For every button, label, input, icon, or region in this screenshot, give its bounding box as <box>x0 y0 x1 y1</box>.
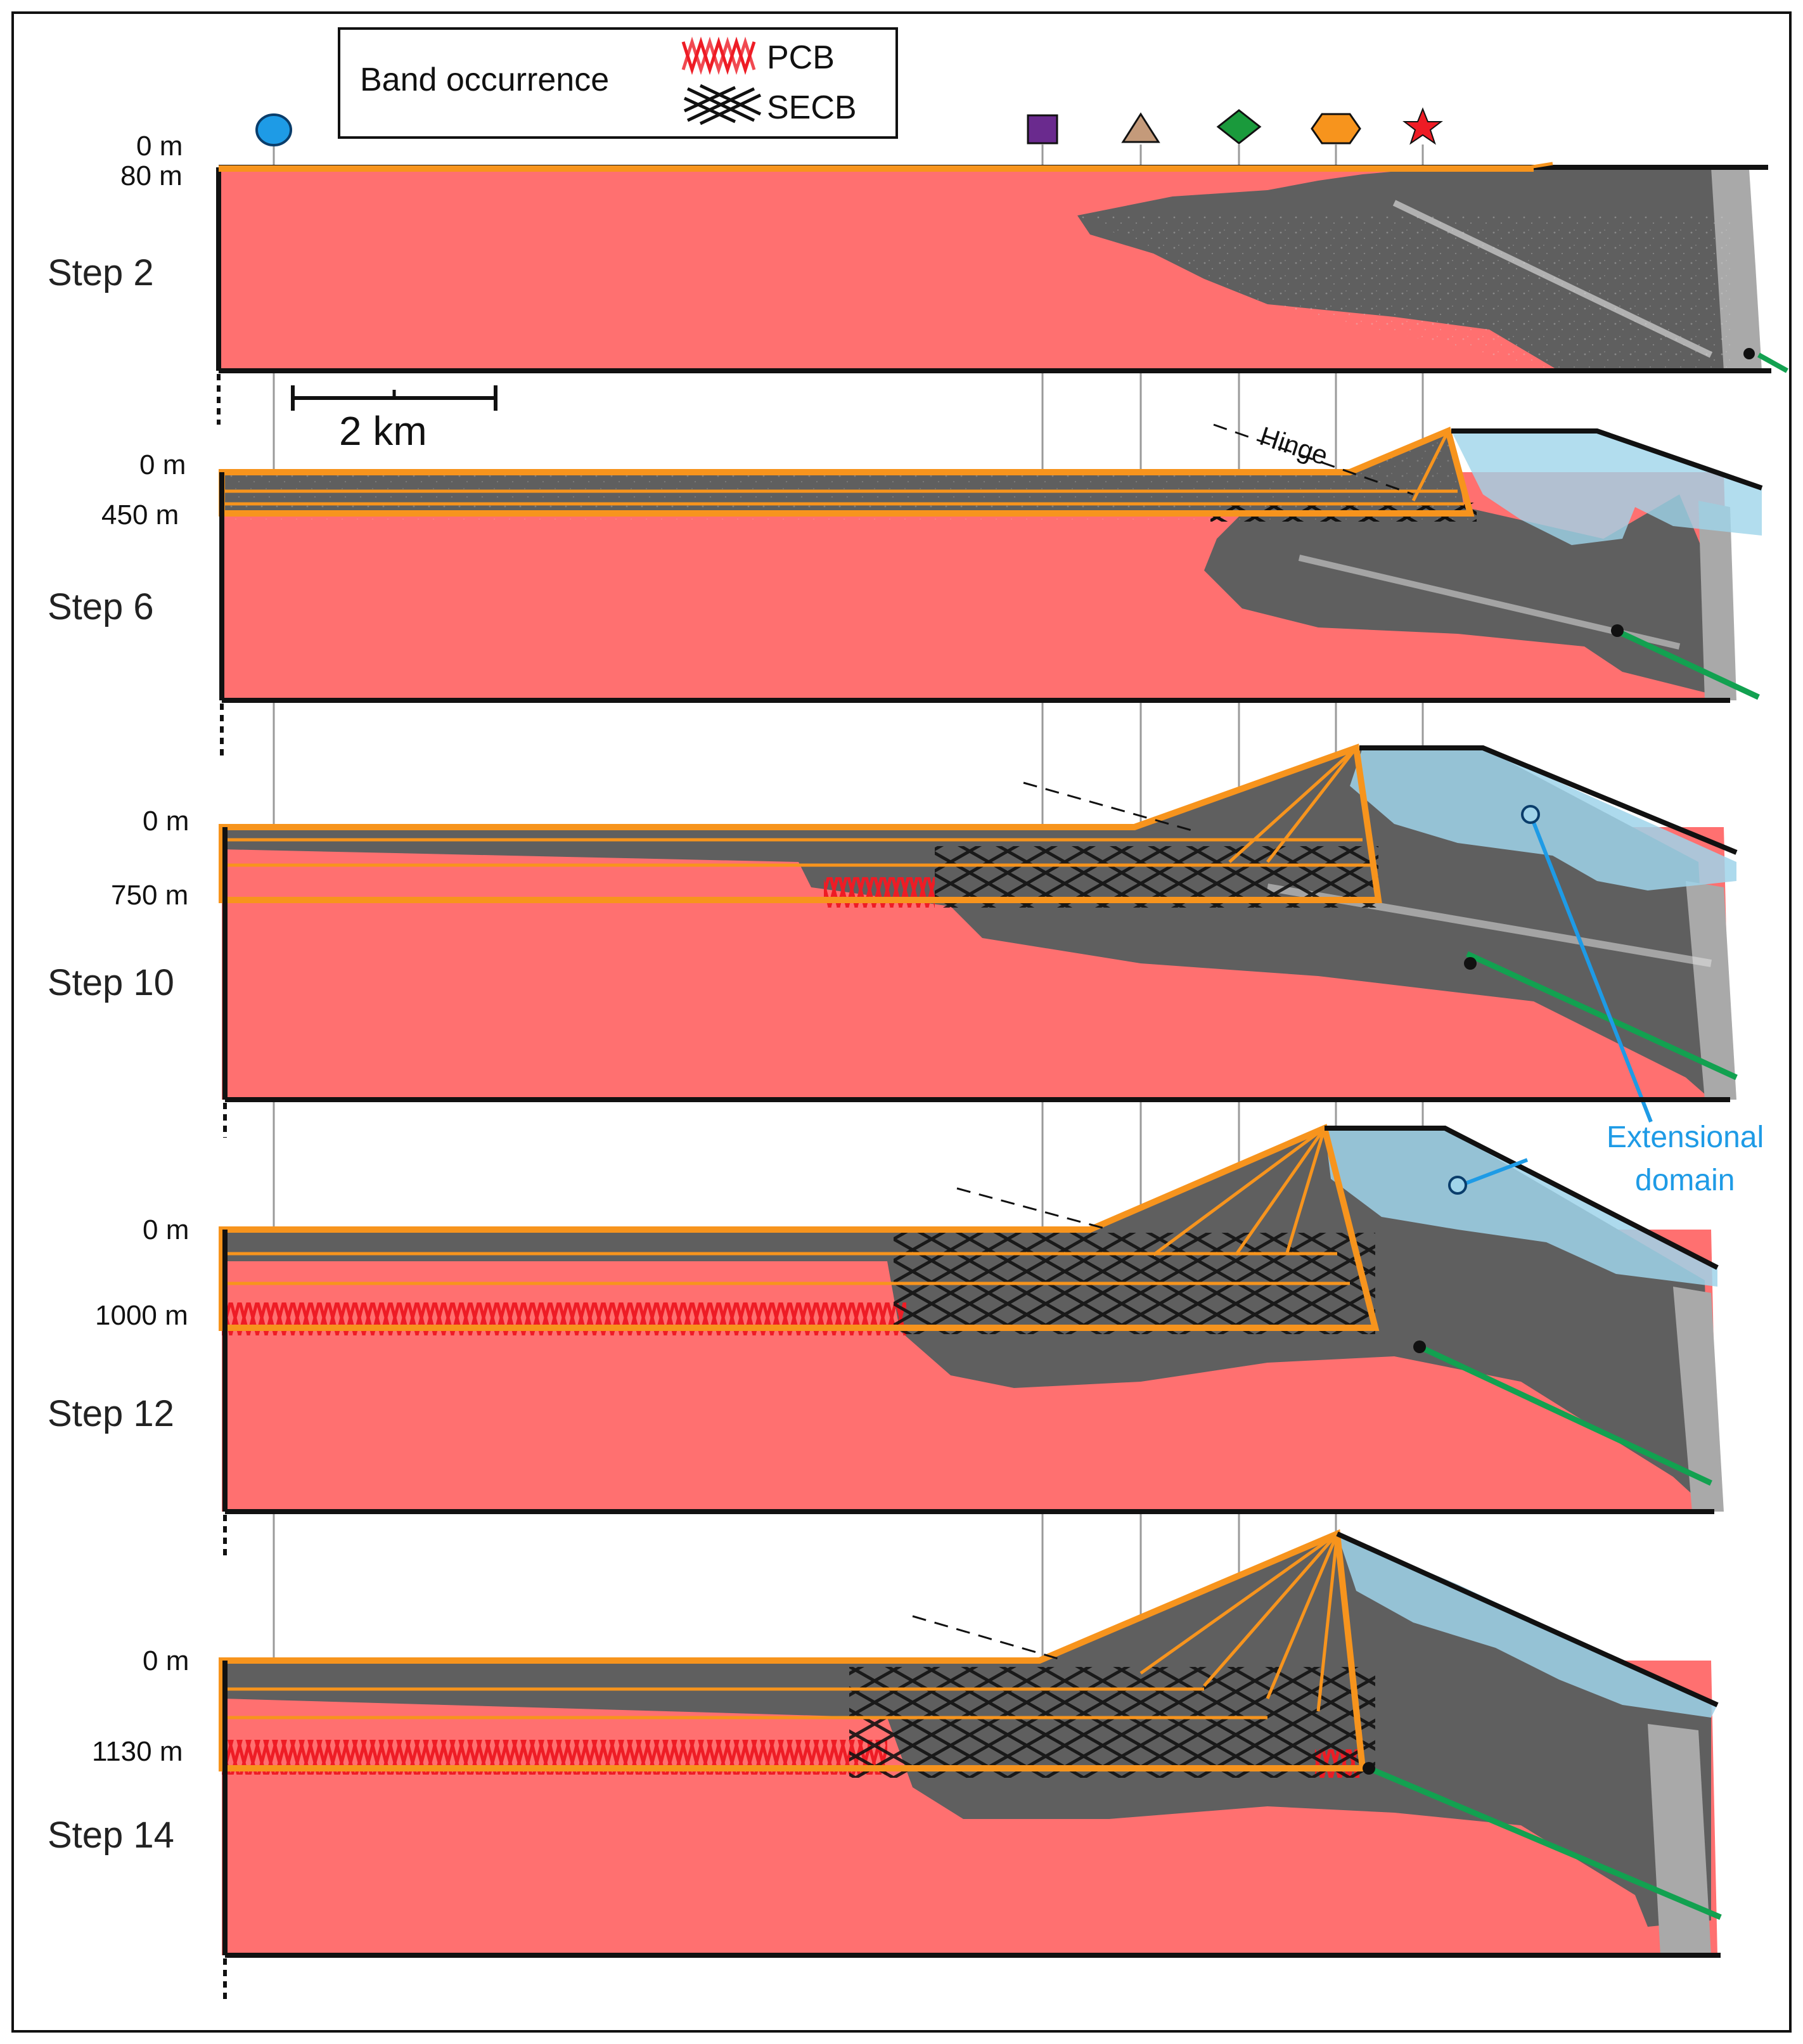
step-6-label: Step 6 <box>48 586 154 627</box>
pcb-legend-label: PCB <box>767 39 835 76</box>
panel-step-2: 0 m 80 m Step 2 <box>48 131 1788 425</box>
square-marker <box>1027 114 1058 145</box>
triangle-marker <box>1121 112 1160 143</box>
markers <box>255 107 1443 146</box>
scale-bar: 2 km <box>291 385 497 454</box>
step-6-band-depth: 450 m <box>101 499 179 530</box>
hexagon-marker <box>1311 113 1361 145</box>
diamond-marker <box>1216 109 1262 145</box>
step-10-label: Step 10 <box>48 962 174 1003</box>
step-2-label: Step 2 <box>48 252 154 293</box>
step-6-top-depth: 0 m <box>139 449 186 480</box>
legend-title: Band occurrence <box>360 61 609 98</box>
extensional-label-line1: Extensional <box>1607 1121 1764 1154</box>
step-12-top-depth: 0 m <box>143 1214 189 1245</box>
step-14-band-depth: 1130 m <box>92 1736 183 1767</box>
step-10-band-depth: 750 m <box>111 880 188 911</box>
secb-legend-label: SECB <box>767 89 857 126</box>
panel-step-10: 0 m 750 m Step 10 <box>48 743 1738 1138</box>
step-2-top-depth: 0 m <box>136 131 183 162</box>
extensional-label-line2: domain <box>1635 1164 1735 1197</box>
star-marker <box>1402 107 1443 145</box>
figure-frame <box>11 11 1792 2033</box>
step-12-label: Step 12 <box>48 1393 174 1434</box>
legend-box <box>338 27 898 139</box>
panel-step-6: Hinge 0 m 450 m Step 6 <box>48 421 1763 757</box>
circle-marker <box>255 113 292 146</box>
step-12-band-depth: 1000 m <box>95 1300 188 1331</box>
hinge-label: Hinge <box>1256 421 1331 471</box>
step-14-label: Step 14 <box>48 1815 174 1856</box>
legend: Band occurrence PCB SECB <box>338 27 898 139</box>
step-2-band-depth: 80 m <box>120 160 183 191</box>
secb-legend-swatch <box>683 84 762 125</box>
scale-bar-label: 2 km <box>339 408 427 454</box>
panel-step-12: 0 m 1000 m Step 12 Extensional domain <box>48 1121 1764 1556</box>
pcb-legend-swatch <box>681 36 756 75</box>
panel-step-14: 0 m 1130 m Step 14 <box>48 1529 1722 2000</box>
step-10-top-depth: 0 m <box>143 806 189 837</box>
step-14-top-depth: 0 m <box>143 1645 189 1676</box>
